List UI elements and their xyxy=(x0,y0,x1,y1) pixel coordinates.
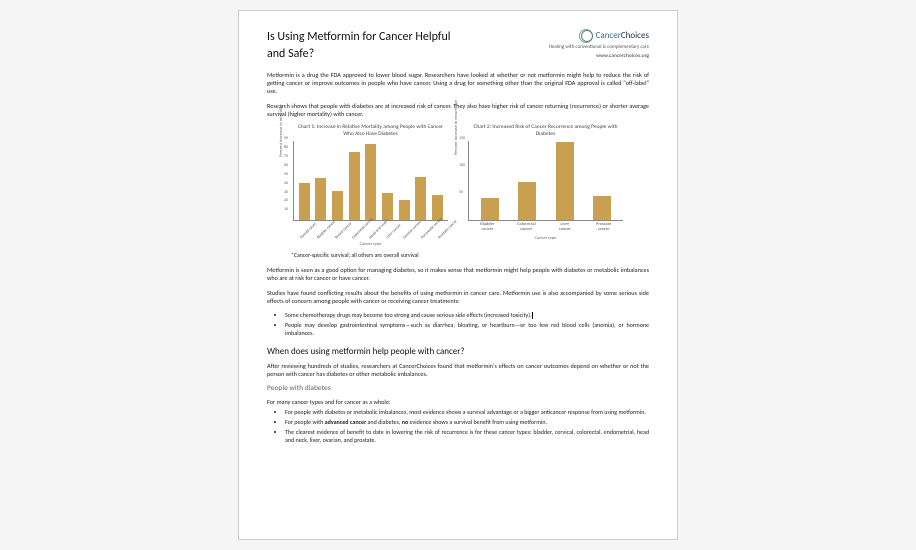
chart-2-bar xyxy=(556,142,574,219)
chart-1-xcategory: Pancreatic cancer xyxy=(420,229,432,241)
document-page: Is Using Metformin for Cancer Helpful an… xyxy=(238,10,678,540)
brand-name: CancerChoices xyxy=(596,30,649,42)
chart-2-xcategory: Bladder cancer xyxy=(478,223,496,233)
chart-1-xlabels: Overall casesBladder cancerBreast cancer… xyxy=(293,223,448,228)
logo-row: CancerChoices xyxy=(549,29,649,43)
chart-1-ytick: 40 xyxy=(284,181,288,186)
bullet-item: For people with diabetes or metabolic im… xyxy=(285,408,649,416)
chart-2-bar xyxy=(518,182,536,219)
chart-1-ytick: 60 xyxy=(284,163,288,168)
page-title: Is Using Metformin for Cancer Helpful an… xyxy=(267,29,467,63)
chart-2: Chart 2: Increased Risk of Cancer Recurr… xyxy=(468,124,623,248)
subsection-heading: People with diabetes xyxy=(267,384,649,394)
bullet-list-2: For people with diabetes or metabolic im… xyxy=(285,408,649,444)
chart-1-ytick: 20 xyxy=(284,198,288,203)
chart-1-ytick: 50 xyxy=(284,172,288,177)
chart-1-bar xyxy=(299,183,310,219)
chart-2-ylabel: Percent increase in recurrence xyxy=(454,100,460,155)
bullet-list-1: Some chemotherapy drugs may become too s… xyxy=(285,311,649,337)
brand-bold: Choices xyxy=(621,30,649,41)
tagline: Healing with conventional & complementar… xyxy=(549,44,649,51)
chart-2-xlabels: Bladder cancer Colorectal cancer Liver can… xyxy=(468,223,623,233)
chart-1-xcategory: Prostate cancer xyxy=(437,229,449,241)
paragraph-5: After reviewing hundreds of studies, res… xyxy=(267,362,649,379)
chart-2-xlabel: Cancer type xyxy=(468,236,623,242)
chart-1-ytick: 90 xyxy=(284,136,288,141)
bullet-item: For people with advanced cancer and diab… xyxy=(285,418,649,426)
bullet-item: People may develop gastrointestinal symp… xyxy=(285,321,649,337)
chart-1-xcategory: Head and neck* xyxy=(368,229,380,241)
chart-2-ytick: 100 xyxy=(459,163,465,168)
chart-2-ytick: 150 xyxy=(459,136,465,141)
paragraph-3: Metformin is seen as a good option for m… xyxy=(267,266,649,283)
chart-2-xcategory: Prostate cancer xyxy=(595,223,613,233)
chart-2-ytick: 50 xyxy=(459,190,463,195)
chart-1: Chart 1: Increase in Relative Mortality … xyxy=(293,124,448,248)
chart-1-xcategory: Bladder cancer xyxy=(317,229,329,241)
chart-1-xlabel: Cancer type xyxy=(293,242,448,248)
text-cursor xyxy=(532,312,533,319)
chart-2-xcategory: Colorectal cancer xyxy=(517,223,535,233)
chart-1-xcategory: Ovarian cancer xyxy=(403,229,415,241)
chart-1-bar xyxy=(432,195,443,220)
chart-1-xcategory: Breast cancer xyxy=(334,229,346,241)
chart-1-bar xyxy=(332,191,343,219)
chart-1-xcategory: Liver cancer xyxy=(385,229,397,241)
chart-footnote: *Cancer-specific survival; all others ar… xyxy=(291,252,649,260)
bullet-item: Some chemotherapy drugs may become too s… xyxy=(285,311,649,319)
paragraph-4: Studies have found conflicting results a… xyxy=(267,289,649,306)
chart-1-ytick: 30 xyxy=(284,190,288,195)
section-heading: When does using metformin help people wi… xyxy=(267,346,649,358)
chart-2-bar xyxy=(481,198,499,219)
chart-1-xcategory: Overall cases xyxy=(299,229,311,241)
chart-2-title: Chart 2: Increased Risk of Cancer Recurr… xyxy=(468,124,623,137)
website-url: www.cancerchoices.org xyxy=(549,53,649,60)
chart-1-bar xyxy=(415,177,426,220)
chart-1-bar xyxy=(365,144,376,220)
chart-1-bar xyxy=(382,193,393,220)
chart-1-bar xyxy=(349,152,360,220)
chart-1-ytick: 10 xyxy=(284,207,288,212)
charts-row: Chart 1: Increase in Relative Mortality … xyxy=(267,124,649,248)
chart-1-ytick: 70 xyxy=(284,154,288,159)
chart-2-bar xyxy=(593,196,611,220)
paragraph-6: For many cancer types and for cancer as … xyxy=(267,398,649,406)
chart-1-title: Chart 1: Increase in Relative Mortality … xyxy=(293,124,448,137)
chart-2-area: Percent increase in recurrence 50100150 xyxy=(468,141,623,221)
bullet-item: The clearest evidence of benefit to date… xyxy=(285,428,649,444)
brand-light: Cancer xyxy=(596,30,621,41)
logo-block: CancerChoices Healing with conventional … xyxy=(549,29,649,60)
chart-2-xcategory: Liver cancer xyxy=(556,223,574,233)
chart-1-ytick: 80 xyxy=(284,145,288,150)
intro-paragraph-1: Metformin is a drug the FDA approved to … xyxy=(267,71,649,96)
logo-icon xyxy=(579,29,593,43)
chart-1-area: Percent increase in mortality 1020304050… xyxy=(293,141,448,221)
header-row: Is Using Metformin for Cancer Helpful an… xyxy=(267,29,649,63)
chart-1-xcategory: Colorectal cancer xyxy=(351,229,363,241)
chart-1-bar xyxy=(315,178,326,220)
chart-1-bar xyxy=(399,200,410,220)
